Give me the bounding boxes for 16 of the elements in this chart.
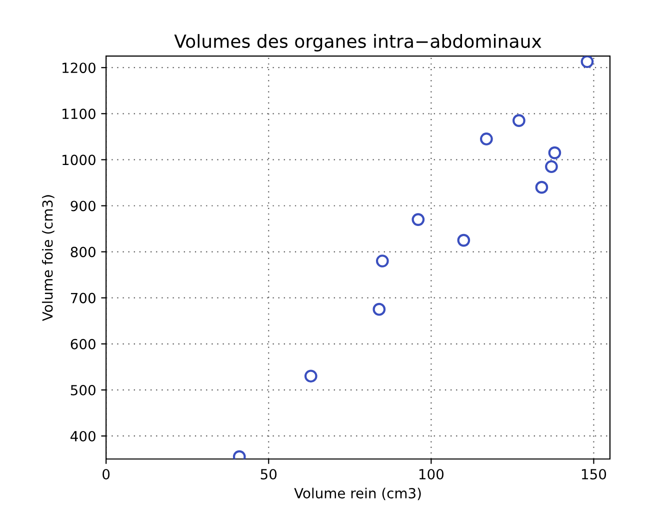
y-tick-label: 800	[70, 246, 96, 258]
y-tick-label: 1000	[62, 154, 96, 166]
y-tick-label: 700	[70, 292, 96, 304]
y-tick-label: 1100	[62, 108, 96, 120]
y-tick-label: 600	[70, 338, 96, 350]
x-tick-label: 100	[419, 468, 444, 480]
y-tick-label: 900	[70, 200, 96, 212]
y-tick-label: 400	[70, 430, 96, 442]
x-tick-label: 50	[260, 468, 277, 480]
x-axis-title: Volume rein (cm3)	[294, 488, 421, 500]
x-tick-label: 0	[102, 468, 110, 480]
y-tick-label: 500	[70, 384, 96, 396]
x-tick-label: 150	[582, 468, 606, 480]
y-axis-title: Volume foie (cm3)	[42, 195, 54, 321]
chart-title: Volumes des organes intra−abdominaux	[174, 34, 542, 52]
y-tick-label: 1200	[62, 62, 96, 74]
